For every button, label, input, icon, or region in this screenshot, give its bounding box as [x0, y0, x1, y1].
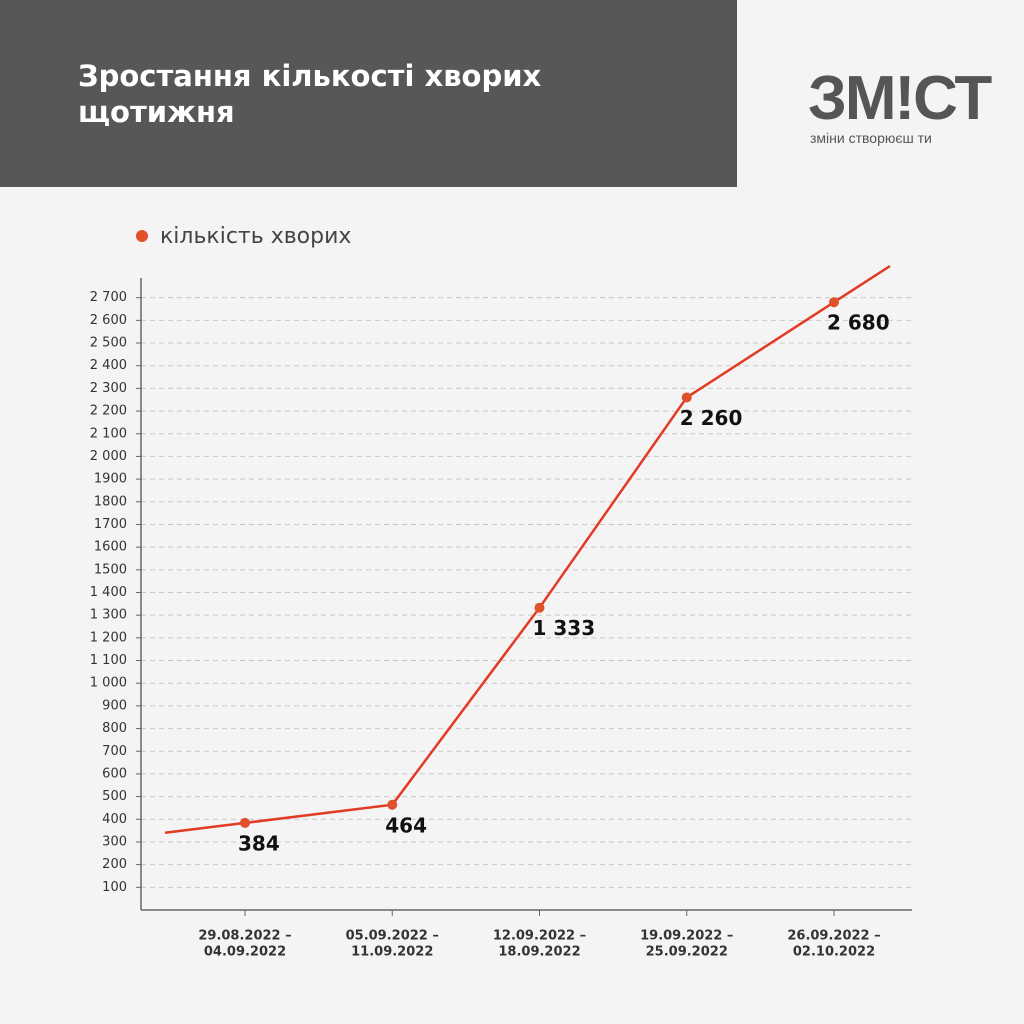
y-tick-label: 2 600 — [90, 313, 127, 328]
x-tick-label: 11.09.2022 — [351, 945, 433, 960]
y-tick-label: 900 — [102, 698, 127, 713]
y-tick-label: 2 200 — [90, 404, 127, 419]
y-tick-label: 2 000 — [90, 449, 127, 464]
x-tick-label: 02.10.2022 — [793, 945, 875, 960]
legend-marker — [136, 230, 148, 242]
y-tick-label: 2 100 — [90, 426, 127, 441]
x-tick-label: 12.09.2022 – — [493, 929, 586, 944]
point — [240, 817, 250, 828]
data-label: 1 333 — [533, 616, 596, 640]
point — [829, 297, 839, 308]
y-tick-label: 1600 — [94, 540, 127, 555]
y-tick-label: 2 500 — [90, 336, 127, 351]
data-label: 2 260 — [680, 406, 743, 430]
y-tick-label: 800 — [102, 721, 127, 736]
header: Зростання кількості хворих щотижня — [0, 0, 737, 187]
y-tick-label: 2 300 — [90, 381, 127, 396]
y-tick-label: 1 100 — [90, 653, 127, 668]
x-tick-label: 19.09.2022 – — [640, 929, 733, 944]
line-extension — [833, 264, 891, 304]
point — [387, 799, 398, 810]
series-line — [244, 301, 835, 825]
y-tick-label: 1500 — [94, 562, 127, 577]
y-tick-label: 100 — [102, 880, 127, 895]
y-tick-label: 600 — [102, 766, 127, 781]
y-tick-label: 1 000 — [90, 676, 127, 691]
point — [534, 602, 545, 613]
point — [681, 392, 692, 403]
y-tick-label: 1 400 — [90, 585, 127, 600]
x-tick-label: 18.09.2022 — [498, 945, 580, 960]
y-tick-label: 500 — [102, 789, 127, 804]
data-label: 2 680 — [827, 311, 890, 335]
y-tick-label: 300 — [102, 834, 127, 849]
line-extension — [164, 821, 246, 835]
y-tick-label: 2 400 — [90, 358, 127, 373]
y-tick-label: 2 700 — [90, 290, 127, 305]
y-tick-label: 1 200 — [90, 630, 127, 645]
logo: ЗМ!СТ — [808, 64, 992, 133]
legend-label: кількість хворих — [160, 224, 351, 249]
data-label: 384 — [238, 831, 280, 855]
data-label: 464 — [385, 813, 427, 837]
x-tick-label: 04.09.2022 — [204, 945, 286, 960]
y-tick-label: 200 — [102, 857, 127, 872]
x-tick-label: 25.09.2022 — [646, 945, 728, 960]
x-tick-label: 05.09.2022 – — [346, 929, 439, 944]
x-tick-label: 29.08.2022 – — [198, 929, 291, 944]
x-tick-label: 26.09.2022 – — [787, 929, 880, 944]
y-tick-label: 1800 — [94, 494, 127, 509]
logo-tagline: зміни створюєш ти — [810, 130, 932, 146]
y-tick-label: 1700 — [94, 517, 127, 532]
y-tick-label: 1 300 — [90, 608, 127, 623]
y-tick-label: 1900 — [94, 472, 127, 487]
y-tick-label: 700 — [102, 744, 127, 759]
y-tick-label: 400 — [102, 812, 127, 827]
title: Зростання кількості хворих щотижня — [78, 59, 542, 129]
